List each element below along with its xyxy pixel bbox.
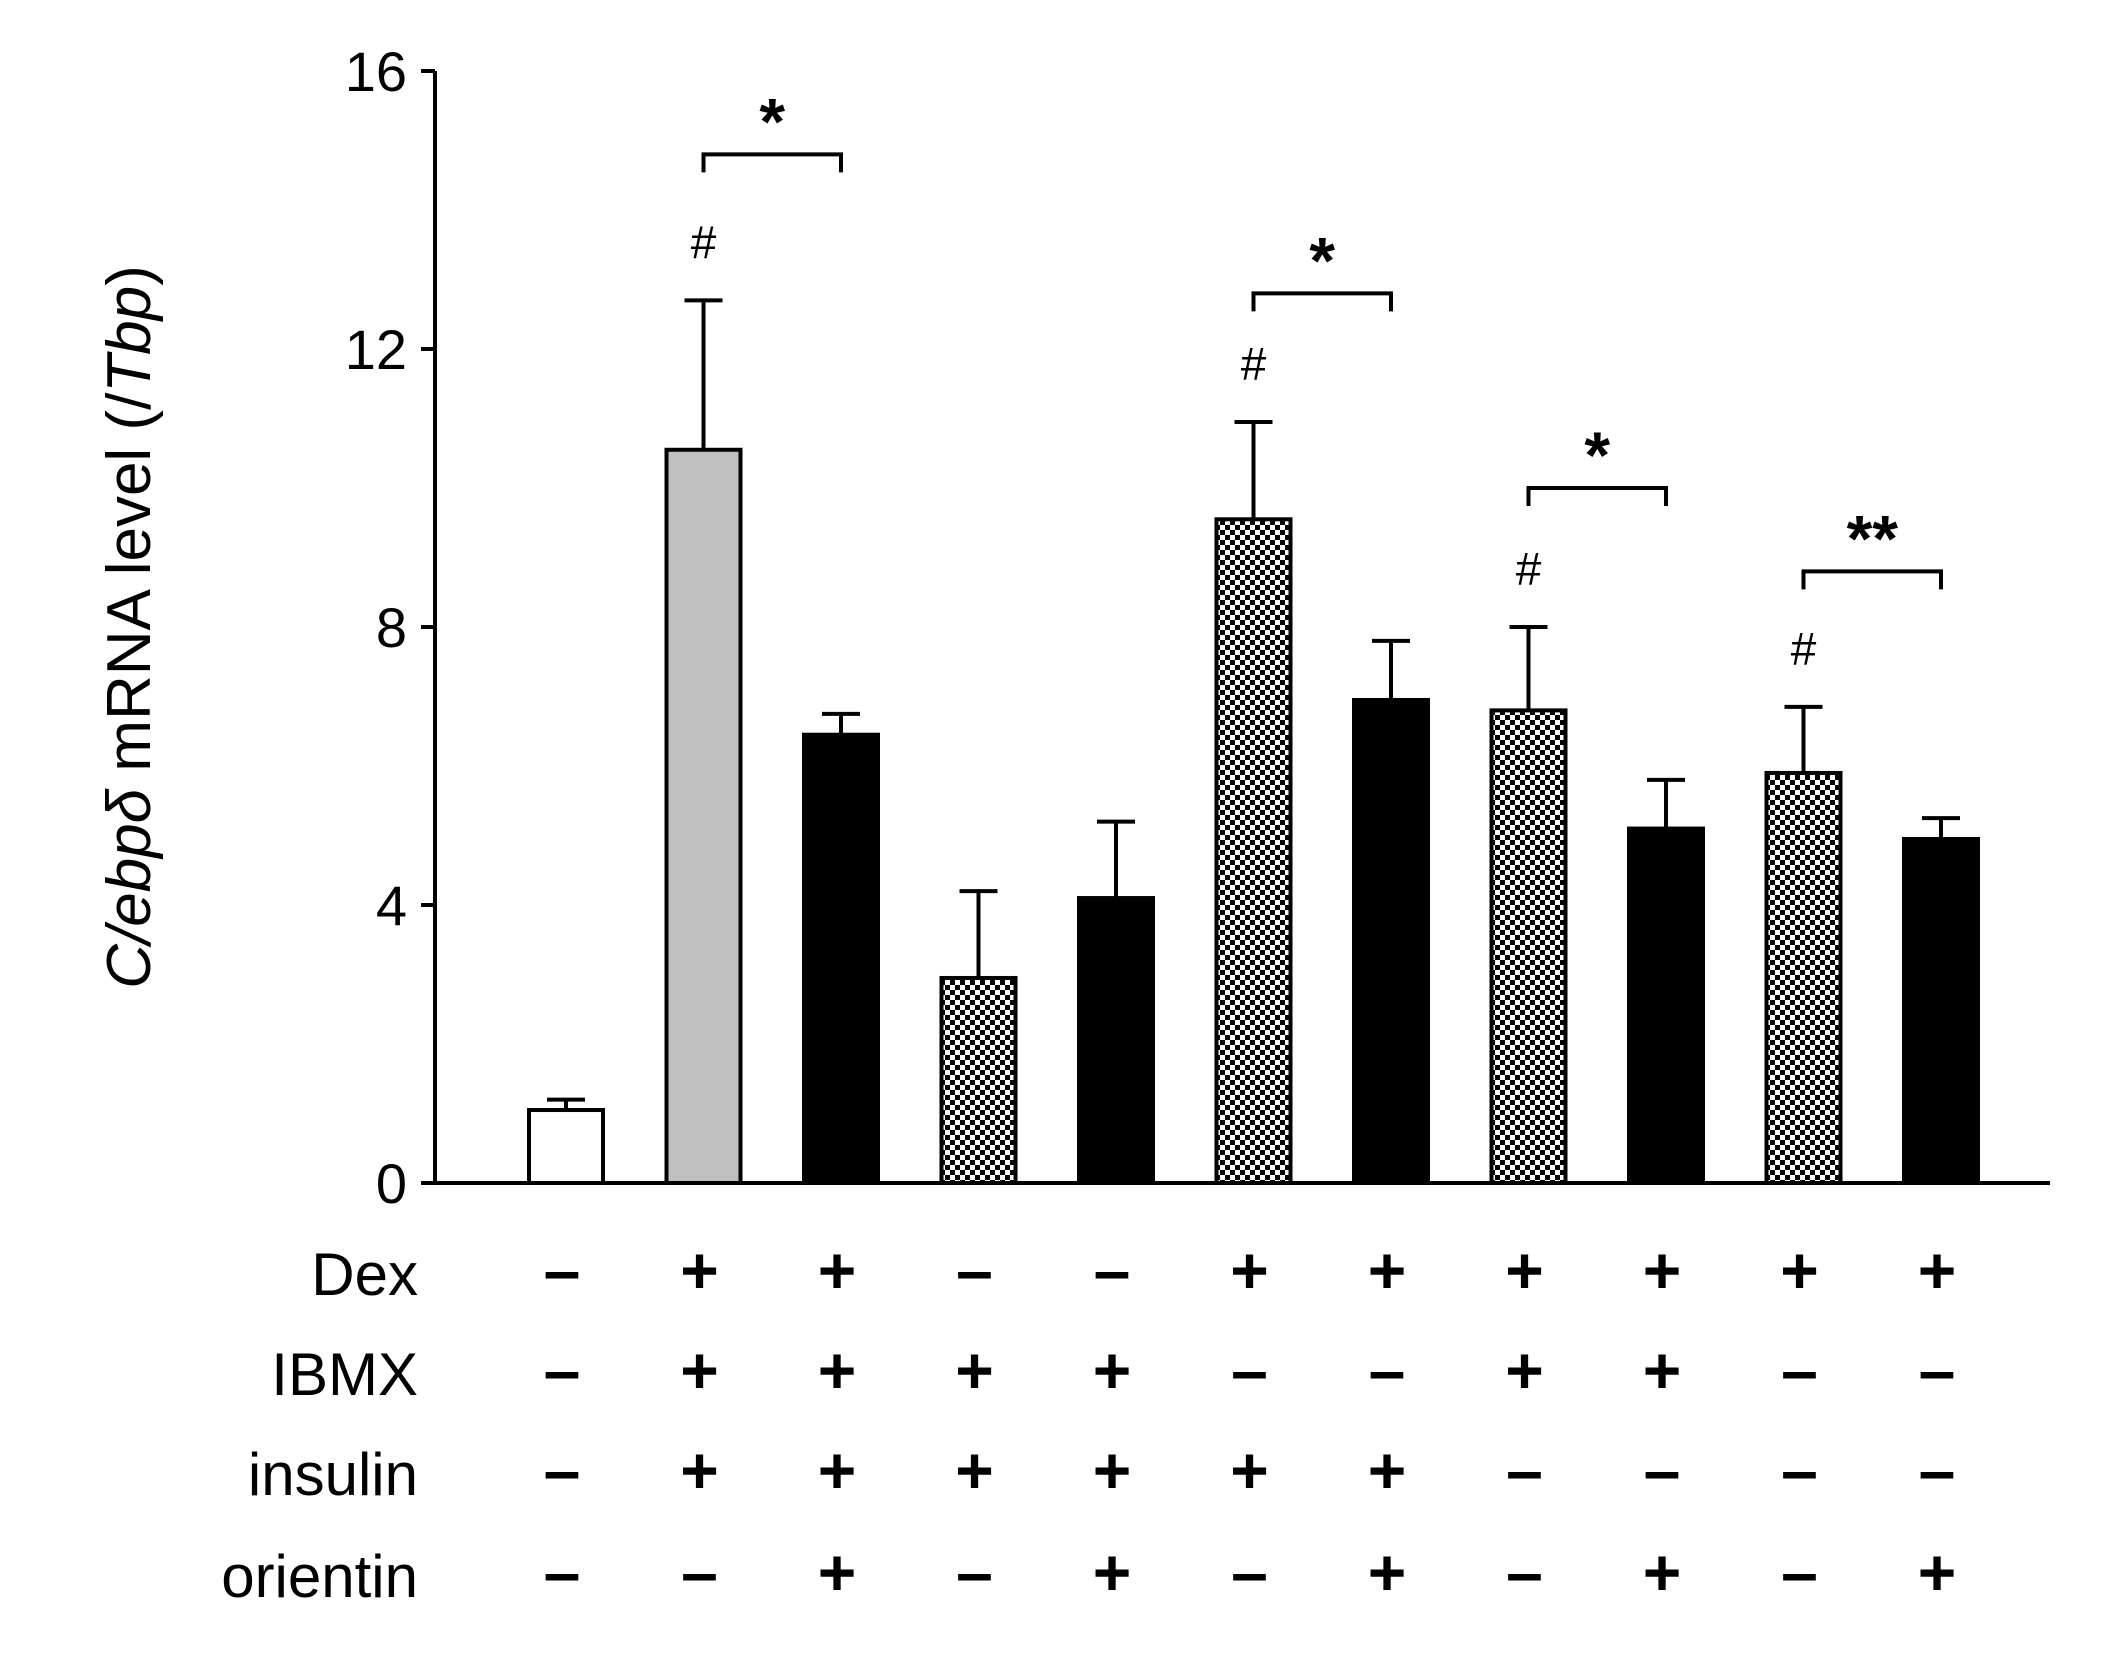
treatment-sign: – — [1781, 1535, 1818, 1609]
treatment-sign: – — [1506, 1433, 1543, 1507]
bar — [939, 975, 1018, 1185]
bars — [527, 298, 1980, 1186]
bar — [1352, 697, 1430, 1185]
treatment-sign: + — [818, 1535, 857, 1609]
bar — [1214, 517, 1293, 1185]
treatment-sign: + — [1780, 1233, 1819, 1307]
bar — [527, 1108, 605, 1186]
hash-mark: # — [1516, 543, 1542, 595]
treatment-sign: + — [1230, 1433, 1269, 1507]
treatment-sign: – — [1919, 1433, 1956, 1507]
treatment-sign: – — [1644, 1433, 1681, 1507]
significance-star: * — [1309, 223, 1335, 297]
significance-bracket — [1801, 569, 1943, 590]
treatment-sign: – — [544, 1535, 581, 1609]
treatment-label: insulin — [248, 1441, 418, 1508]
treatment-sign: + — [1230, 1233, 1269, 1307]
hash-mark: # — [1791, 623, 1817, 675]
treatment-sign: + — [1368, 1233, 1407, 1307]
hash-mark: # — [691, 216, 717, 268]
significance-bracket — [1251, 291, 1393, 312]
treatment-sign: – — [1919, 1333, 1956, 1407]
treatment-sign: + — [1093, 1535, 1132, 1609]
y-tick-label: 12 — [345, 318, 407, 381]
treatment-sign: – — [956, 1233, 993, 1307]
treatment-label: orientin — [221, 1543, 418, 1610]
treatment-sign: + — [1918, 1233, 1957, 1307]
treatment-sign: – — [956, 1535, 993, 1609]
treatment-sign: + — [818, 1433, 857, 1507]
treatment-label: Dex — [311, 1241, 418, 1308]
treatment-sign: – — [1781, 1433, 1818, 1507]
treatment-sign: – — [1506, 1535, 1543, 1609]
treatment-sign: + — [1368, 1535, 1407, 1609]
treatment-sign: + — [680, 1233, 719, 1307]
treatment-sign: – — [544, 1433, 581, 1507]
treatment-sign: – — [1231, 1535, 1268, 1609]
hash-mark: # — [1241, 338, 1267, 390]
significance-bracket — [701, 152, 843, 173]
y-axis-label: C/ebpδ mRNA level (/Tbp) — [95, 265, 164, 989]
bar — [1902, 836, 1980, 1185]
annotations: ####***** — [691, 84, 1943, 675]
treatment-sign: + — [818, 1333, 857, 1407]
treatment-sign: – — [544, 1233, 581, 1307]
treatment-sign: + — [1643, 1333, 1682, 1407]
treatment-sign: + — [680, 1333, 719, 1407]
treatment-sign: + — [955, 1333, 994, 1407]
treatment-sign: + — [1918, 1535, 1957, 1609]
treatment-sign: + — [1643, 1535, 1682, 1609]
treatment-table: Dex – + + – – + + + + + + IBMX – + + + + – – + + – – insulin – + + +… — [221, 1233, 1956, 1610]
treatment-sign: + — [1505, 1233, 1544, 1307]
bar — [664, 447, 743, 1185]
treatment-sign: + — [680, 1433, 719, 1507]
significance-star: * — [759, 84, 785, 158]
treatment-sign: – — [1781, 1333, 1818, 1407]
significance-star: * — [1584, 418, 1610, 492]
y-axis-title: C/ebpδ mRNA level (/Tbp) — [95, 265, 164, 989]
treatment-sign: – — [544, 1333, 581, 1407]
treatment-sign: + — [1093, 1333, 1132, 1407]
significance-bracket — [1526, 486, 1668, 506]
y-tick-label: 0 — [376, 1152, 407, 1215]
treatment-sign: + — [818, 1233, 857, 1307]
treatment-sign: – — [681, 1535, 718, 1609]
y-tick-label: 8 — [376, 596, 407, 659]
bar — [802, 732, 880, 1185]
bar — [1764, 770, 1843, 1185]
bar — [1077, 896, 1155, 1185]
treatment-sign: + — [1643, 1233, 1682, 1307]
treatment-sign: + — [1368, 1433, 1407, 1507]
y-tick-label: 4 — [376, 874, 407, 937]
treatment-sign: – — [1369, 1333, 1406, 1407]
treatment-label: IBMX — [271, 1341, 418, 1408]
treatment-sign: + — [955, 1433, 994, 1507]
y-tick-label: 16 — [345, 40, 407, 103]
treatment-sign: + — [1505, 1333, 1544, 1407]
treatment-sign: – — [1094, 1233, 1131, 1307]
bar — [1627, 826, 1705, 1185]
significance-star: ** — [1847, 501, 1899, 575]
bar — [1489, 708, 1568, 1186]
treatment-sign: + — [1093, 1433, 1132, 1507]
treatment-sign: – — [1231, 1333, 1268, 1407]
